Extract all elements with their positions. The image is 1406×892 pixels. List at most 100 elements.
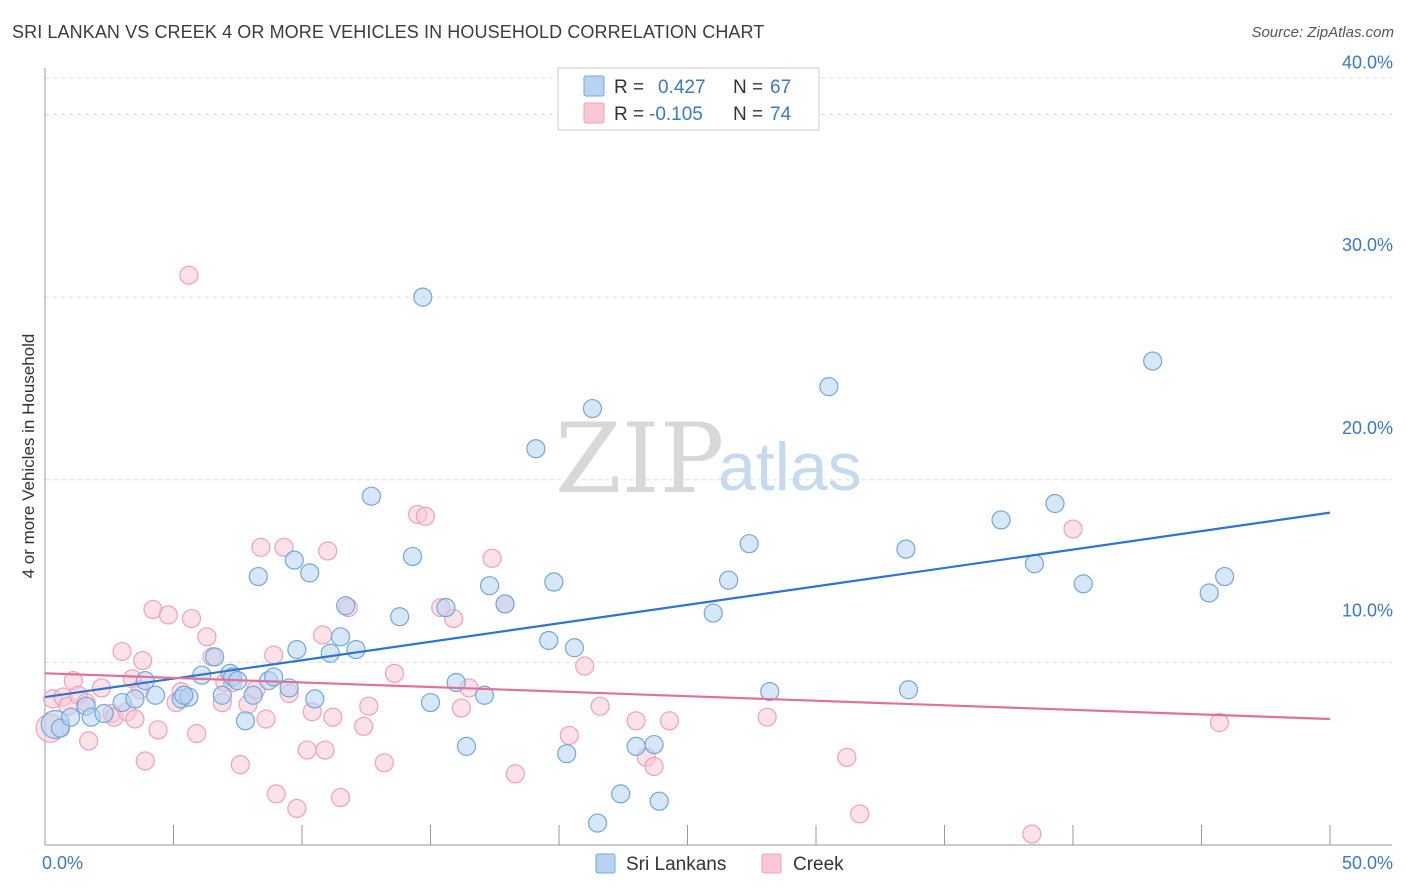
sri-lankan-point [1045, 493, 1065, 514]
y-tick-labels: 10.0% 20.0% 30.0% 40.0% [1342, 53, 1393, 621]
sri-lankan-point [235, 711, 256, 731]
sri-lankan-points [40, 287, 1235, 833]
sri-lankan-point [1024, 554, 1045, 574]
sri-lankan-point [896, 539, 916, 559]
sri-lankan-point [94, 703, 114, 724]
watermark-atlas: atlas [718, 429, 862, 505]
creek-point [179, 265, 199, 285]
sri-lankan-point [336, 596, 356, 616]
sri-lankan-point [305, 689, 325, 709]
sri-lankan-point [649, 791, 669, 811]
sri-lankan-point [330, 627, 351, 647]
sri-lankan-point [212, 685, 232, 705]
sri-lankan-point [1199, 583, 1219, 603]
creek-point [135, 751, 155, 771]
legend-n-label-2: N = [733, 104, 763, 125]
legend-n-label-1: N = [733, 77, 763, 98]
creek-point [626, 711, 646, 731]
sri-lankan-point [611, 784, 631, 804]
x-tick-label: 0.0% [42, 853, 83, 873]
sri-lankan-point [145, 685, 166, 705]
sri-lankan-point [480, 576, 500, 596]
creek-point [559, 725, 579, 746]
sri-lankan-point [456, 736, 477, 756]
sri-lankan-point [1143, 351, 1163, 371]
sri-lankan-point [644, 734, 664, 755]
creek-point [451, 698, 471, 718]
creek-point [197, 627, 217, 647]
sri-lankan-point [125, 689, 145, 709]
creek-point [148, 720, 168, 740]
creek-point [297, 740, 317, 760]
sri-lankan-point [248, 566, 268, 587]
y-tick-label: 40.0% [1342, 53, 1393, 73]
creek-point [374, 753, 394, 773]
sri-lankan-point [539, 630, 559, 651]
creek-point [315, 740, 335, 760]
creek-point [264, 645, 284, 665]
sri-lankan-point [719, 570, 739, 590]
creek-point [415, 506, 435, 526]
creek-point [274, 537, 294, 557]
legend-n-value-1: 67 [770, 77, 791, 98]
sri-lankan-point [760, 681, 780, 702]
creek-point [312, 625, 333, 645]
sri-lankan-point [587, 813, 608, 833]
sri-lankan-point [739, 534, 759, 554]
series-label-sri-lankans: Sri Lankans [626, 854, 726, 875]
creek-point [125, 709, 145, 729]
legend-r-label-1: R = [614, 77, 644, 98]
creek-point [384, 663, 405, 683]
x-tick-labels: 0.0% 50.0% [42, 853, 1393, 873]
sri-lankan-point [61, 707, 81, 727]
sri-lankan-point [243, 685, 263, 705]
sri-lankan-trend-line [44, 511, 1331, 699]
sri-lankan-point [819, 377, 839, 397]
creek-point [482, 548, 502, 568]
sri-lankan-point [361, 486, 381, 506]
sri-lankan-point [582, 398, 603, 419]
creek-point [287, 798, 307, 819]
creek-point [590, 696, 610, 716]
creek-point [256, 709, 276, 729]
creek-point [318, 541, 338, 561]
legend-swatch-sri-lankans [583, 75, 605, 97]
y-tick-label: 30.0% [1342, 235, 1393, 255]
sri-lankan-point [526, 439, 546, 459]
watermark-zip: ZIP [555, 403, 724, 515]
source-label: Source: ZipAtlas.com [1251, 24, 1394, 41]
creek-points [35, 265, 1230, 844]
series-label-creek: Creek [793, 854, 844, 875]
legend-swatch-creek [583, 102, 605, 124]
creek-point [266, 784, 286, 804]
sri-lankan-point [564, 638, 585, 658]
sri-lankan-point [898, 680, 919, 700]
creek-point [850, 804, 870, 824]
trend-lines [44, 511, 1331, 721]
sri-lankan-point [390, 607, 410, 627]
sri-lankan-point [626, 736, 646, 756]
sri-lankan-point [413, 287, 433, 307]
sri-lankan-point [300, 563, 320, 583]
creek-point [644, 756, 664, 777]
creek-point [230, 755, 250, 775]
legend-r-value-1: 0.427 [658, 77, 706, 98]
creek-point [323, 707, 343, 727]
creek-point [112, 641, 132, 662]
creek-point [181, 608, 202, 629]
sri-lankan-point [402, 546, 423, 567]
series-swatch-sri-lankans [595, 853, 616, 874]
sri-lankan-point [287, 639, 307, 660]
watermark: ZIP atlas [555, 403, 862, 515]
creek-trend-line [44, 672, 1331, 721]
creek-point [359, 696, 379, 716]
creek-point [79, 731, 99, 751]
sri-lankan-point [320, 643, 340, 663]
legend-r-label-2: R = [614, 104, 644, 125]
legend-r-value-2: -0.105 [649, 104, 703, 125]
sri-lankan-point [420, 692, 441, 713]
sri-lankan-point [205, 647, 225, 667]
creek-point [1063, 519, 1083, 539]
series-legend: Sri Lankans Creek [595, 853, 844, 875]
